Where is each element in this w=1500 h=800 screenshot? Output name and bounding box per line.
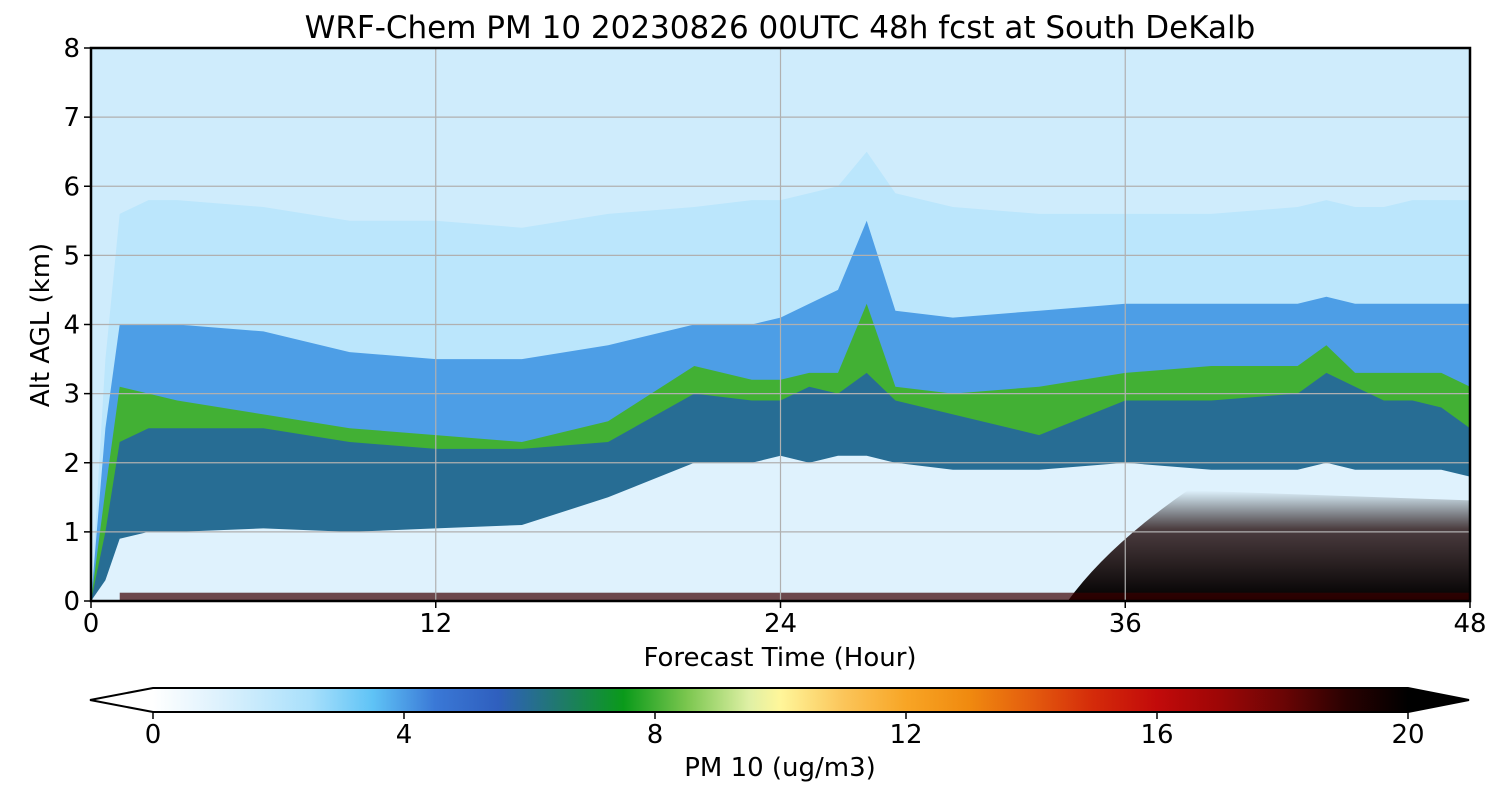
colorbar-gradient xyxy=(153,688,1408,712)
colorbar-tick-label: 20 xyxy=(1391,720,1424,750)
y-axis-ticks: 0 1 2 3 4 5 6 7 8 xyxy=(63,34,91,617)
y-tick-label: 0 xyxy=(63,587,80,617)
colorbar-tick-label: 12 xyxy=(889,720,922,750)
colorbar-over-arrow xyxy=(1408,688,1469,712)
colorbar-ticks: 0 4 8 12 16 20 xyxy=(145,712,1425,750)
colorbar: 0 4 8 12 16 20 PM 10 (ug/m3) xyxy=(89,687,1470,783)
y-tick-label: 2 xyxy=(63,449,80,479)
y-tick-label: 6 xyxy=(63,172,80,202)
chart-title: WRF-Chem PM 10 20230826 00UTC 48h fcst a… xyxy=(305,10,1256,46)
colorbar-tick-label: 16 xyxy=(1140,720,1173,750)
x-axis-label: Forecast Time (Hour) xyxy=(643,643,916,673)
grid-lines xyxy=(91,48,1470,601)
contour-surface-layer xyxy=(119,592,1470,601)
colorbar-tick-label: 4 xyxy=(396,720,413,750)
x-tick-label: 0 xyxy=(83,609,100,639)
y-tick-label: 3 xyxy=(63,380,80,410)
y-axis-label: Alt AGL (km) xyxy=(26,243,56,407)
x-tick-label: 12 xyxy=(419,609,452,639)
y-tick-label: 8 xyxy=(63,34,80,64)
y-tick-label: 4 xyxy=(63,311,80,341)
y-tick-label: 5 xyxy=(63,241,80,271)
colorbar-tick-label: 8 xyxy=(647,720,664,750)
y-tick-label: 1 xyxy=(63,518,80,548)
colorbar-tick-label: 0 xyxy=(145,720,162,750)
x-tick-label: 48 xyxy=(1453,609,1486,639)
colorbar-label: PM 10 (ug/m3) xyxy=(684,753,876,783)
x-tick-label: 36 xyxy=(1109,609,1142,639)
plot-area xyxy=(91,48,1470,601)
y-tick-label: 7 xyxy=(63,103,80,133)
x-axis-ticks: 0 12 24 36 48 xyxy=(83,601,1487,639)
contour-max-core xyxy=(1067,490,1470,601)
x-tick-label: 24 xyxy=(764,609,797,639)
colorbar-under-arrow xyxy=(90,688,153,712)
